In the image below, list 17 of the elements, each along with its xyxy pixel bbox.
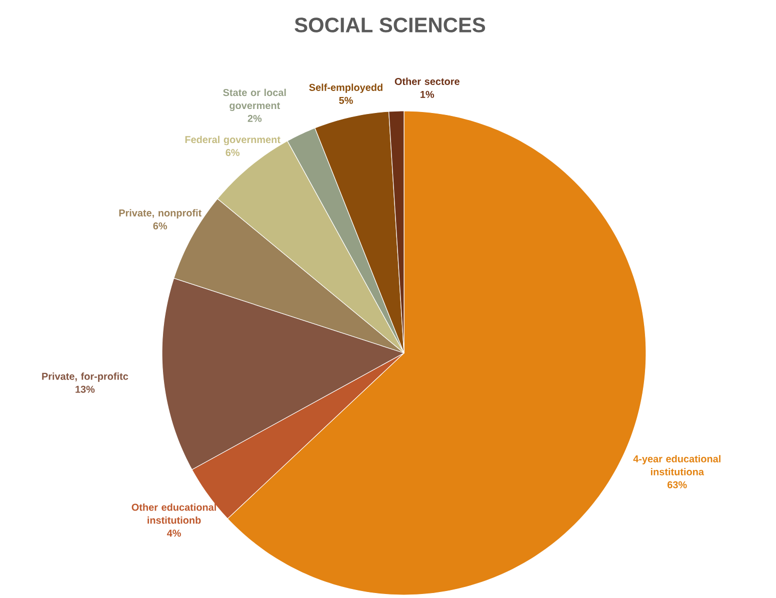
- chart-title: SOCIAL SCIENCES: [294, 18, 486, 32]
- slice-label: Self-employedd: [309, 84, 382, 93]
- slice-label: Private, for-profitc: [42, 372, 128, 382]
- data-label: 6%: [226, 149, 240, 156]
- data-label: 63%: [668, 481, 687, 488]
- data-label: 4%: [166, 530, 181, 537]
- slice-label: Federal government: [185, 136, 280, 146]
- slice-label: Private, nonprofit: [119, 209, 202, 218]
- slice-label: Other educational institutionb: [132, 503, 216, 524]
- data-label: 6%: [153, 222, 168, 230]
- data-label: 2%: [248, 114, 262, 122]
- slice-label: 4-year educational institutiona: [633, 455, 720, 476]
- data-label: 1%: [420, 90, 434, 98]
- slice-label: State or local goverment: [223, 88, 286, 112]
- data-label: 13%: [76, 386, 95, 393]
- slice-label: Other sectore: [394, 78, 460, 85]
- data-label: 5%: [339, 96, 353, 104]
